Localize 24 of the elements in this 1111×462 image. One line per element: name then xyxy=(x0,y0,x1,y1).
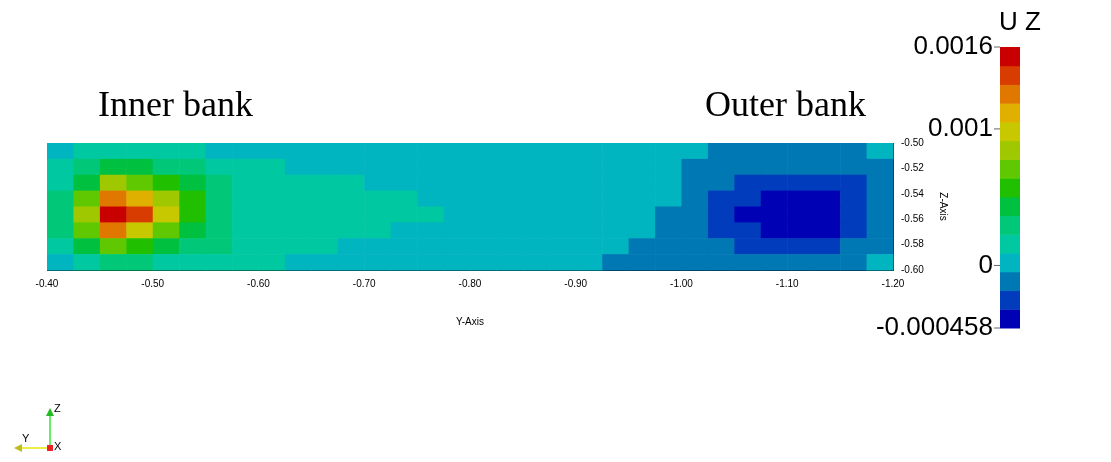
color-bar-label: 0.0016 xyxy=(913,30,993,61)
x-tick-label: -0.40 xyxy=(35,277,59,289)
y-axis-title: Z-Axis xyxy=(938,192,950,221)
color-bar-title: U Z xyxy=(999,6,1042,36)
x-tick-label: -0.90 xyxy=(564,277,588,289)
y-tick-label: -0.58 xyxy=(901,238,925,250)
x-tick-label: -0.50 xyxy=(141,277,165,289)
x-tick-label: -1.00 xyxy=(670,277,694,289)
text: Inner bank xyxy=(98,84,253,124)
y-tick-label: -0.56 xyxy=(901,212,925,224)
y-tick-label: -0.50 xyxy=(901,136,925,148)
color-bar-label: -0.000458 xyxy=(875,311,993,342)
x-axis-title: Y-Axis xyxy=(456,315,484,327)
y-tick-label: -0.60 xyxy=(901,263,925,275)
x-tick-label: -1.10 xyxy=(775,277,800,289)
y-tick-label: -0.54 xyxy=(901,187,925,199)
text: Outer bank xyxy=(705,84,866,124)
x-tick-label: -0.70 xyxy=(352,277,377,289)
y-tick-label: -0.52 xyxy=(901,162,925,174)
x-tick-label: -0.80 xyxy=(458,277,482,289)
x-tick-label: -0.60 xyxy=(247,277,271,289)
color-bar-label: 0 xyxy=(978,248,993,279)
x-tick-label: -1.20 xyxy=(881,277,905,289)
color-bar-label: 0.001 xyxy=(927,112,993,143)
